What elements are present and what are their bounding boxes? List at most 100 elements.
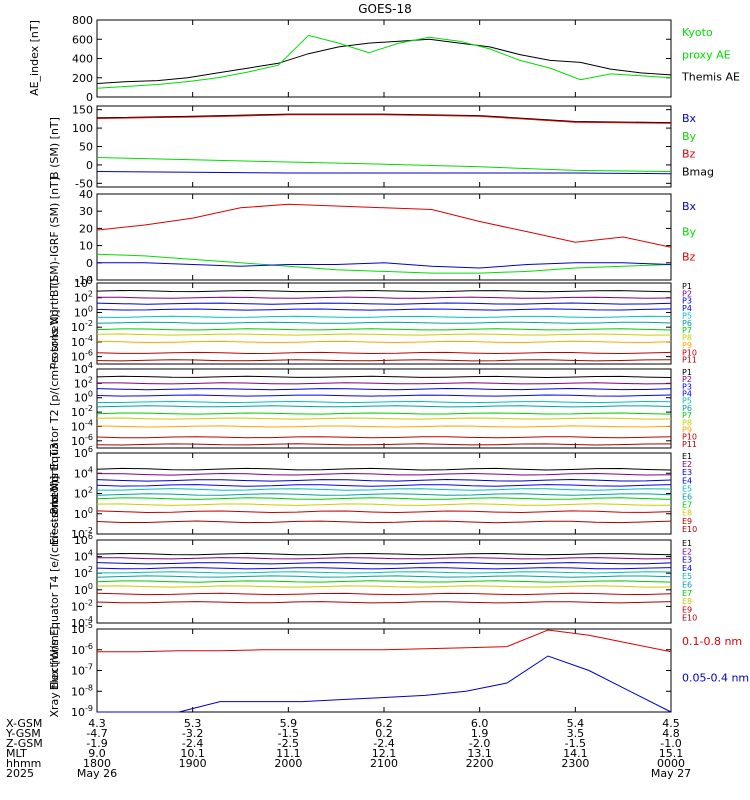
legend-entry: E9 bbox=[682, 517, 692, 526]
y-tick-label: 150 bbox=[72, 104, 93, 117]
y-tick-label: 10-7 bbox=[71, 663, 93, 678]
series-line-p9 bbox=[96, 340, 672, 344]
legend-entry: E2 bbox=[682, 547, 692, 556]
y-tick-label: 600 bbox=[72, 33, 93, 46]
legend-entry: E6 bbox=[682, 581, 692, 590]
series-line-p1 bbox=[96, 289, 672, 293]
series-line-p7 bbox=[96, 328, 672, 331]
y-tick-label: 0 bbox=[86, 91, 93, 104]
tick-exponent: -6 bbox=[85, 642, 93, 651]
y-tick-label: 10-2 bbox=[71, 598, 93, 613]
legend-entry: P6 bbox=[682, 404, 692, 413]
y-axis-label: B (SM) [nT] bbox=[48, 117, 61, 179]
row-value: 6.2 bbox=[375, 717, 393, 730]
legend-entry: Bx bbox=[682, 200, 697, 213]
row-value: 0.2 bbox=[375, 727, 393, 740]
legend-entry: P9 bbox=[682, 341, 692, 350]
chart-title: GOES-18 bbox=[358, 2, 412, 16]
tick-exponent: 2 bbox=[88, 565, 93, 574]
y-tick-label: 106 bbox=[74, 445, 93, 460]
legend-entry: 0.05-0.4 nm bbox=[682, 672, 749, 685]
legend-entry: By bbox=[682, 130, 697, 143]
legend-entry: Bmag bbox=[682, 165, 714, 178]
series-line-by bbox=[96, 157, 672, 172]
series-line-p7 bbox=[96, 412, 672, 415]
legend-entry: E1 bbox=[682, 539, 692, 548]
tick-exponent: -8 bbox=[85, 683, 93, 692]
row-value: 14.1 bbox=[563, 747, 588, 760]
tick-exponent: -2 bbox=[85, 598, 93, 607]
tick-exponent: 4 bbox=[88, 361, 93, 370]
y-tick-label: 40 bbox=[79, 188, 93, 201]
panel-frame bbox=[96, 368, 672, 449]
row-value: 1900 bbox=[179, 757, 207, 770]
legend-entry: P1 bbox=[682, 282, 692, 291]
y-tick-label: -50 bbox=[75, 177, 93, 190]
y-tick-label: 106 bbox=[74, 532, 93, 547]
legend-entry: Bx bbox=[682, 112, 697, 125]
y-tick-label: 104 bbox=[74, 275, 93, 290]
legend-entry: P9 bbox=[682, 425, 692, 434]
y-axis-label: B (SM)-IGRF (SM) [nT] bbox=[48, 177, 61, 297]
y-tick-label: 104 bbox=[74, 361, 93, 376]
legend-entry: E3 bbox=[682, 468, 692, 477]
legend-entry: P5 bbox=[682, 311, 692, 320]
y-tick-label: 102 bbox=[74, 565, 93, 580]
series-line-p3 bbox=[96, 302, 672, 305]
series-line-p8 bbox=[96, 333, 672, 336]
series-line-e7 bbox=[96, 580, 672, 583]
tick-exponent: -9 bbox=[85, 704, 93, 713]
row-value: 6.0 bbox=[471, 717, 489, 730]
row-value: 4.3 bbox=[88, 717, 106, 730]
tick-exponent: 2 bbox=[88, 290, 93, 299]
y-tick-label: 100 bbox=[74, 390, 93, 405]
series-line-p10 bbox=[96, 436, 672, 439]
tick-exponent: -2 bbox=[85, 404, 93, 413]
legend-entry: E5 bbox=[682, 572, 692, 581]
row-value: 12.1 bbox=[372, 747, 397, 760]
series-line-e5 bbox=[97, 571, 672, 574]
tick-exponent: -7 bbox=[85, 663, 93, 672]
y-tick-label: 100 bbox=[74, 304, 93, 319]
series-line-e1 bbox=[96, 552, 672, 556]
series-line-p4 bbox=[96, 308, 672, 311]
tick-exponent: -2 bbox=[85, 526, 93, 535]
legend-entry: P7 bbox=[682, 326, 692, 335]
legend-entry: P10 bbox=[682, 433, 697, 442]
row-value: 5.3 bbox=[184, 717, 202, 730]
panel-frame bbox=[96, 105, 672, 188]
legend-entry: P5 bbox=[682, 397, 692, 406]
series-line-e2 bbox=[96, 472, 672, 476]
y-tick-label: -10 bbox=[75, 274, 93, 287]
y-axis-label: Electrons Equator T4 [e/(cm²-s-sr-keV)] bbox=[48, 476, 61, 691]
legend-entry: Bz bbox=[682, 148, 696, 161]
y-tick-label: 10-2 bbox=[71, 404, 93, 419]
legend-entry: P4 bbox=[682, 390, 692, 399]
legend-entry: P11 bbox=[682, 356, 697, 365]
legend-entry: Bz bbox=[682, 251, 696, 264]
panel-ae: 0 200 400 600 800 AE_index [nT] Kyoto proxy AE T… bbox=[28, 14, 740, 104]
row-label: MLT bbox=[6, 747, 27, 760]
y-tick-label: 800 bbox=[72, 14, 93, 27]
row-value: -2.4 bbox=[373, 737, 394, 750]
y-tick-label: 30 bbox=[79, 205, 93, 218]
tick-exponent: -6 bbox=[85, 433, 93, 442]
series-line-p8 bbox=[96, 417, 672, 420]
tick-exponent: 4 bbox=[88, 275, 93, 284]
y-tick-label: 400 bbox=[72, 53, 93, 66]
legend-entry: E10 bbox=[682, 525, 697, 534]
y-tick-label: 100 bbox=[74, 506, 93, 521]
legend-entry: Themis AE bbox=[681, 71, 740, 84]
row-value: 4.5 bbox=[662, 717, 680, 730]
series-line-p4 bbox=[96, 394, 672, 397]
tick-exponent: 6 bbox=[88, 532, 93, 541]
y-axis-label: AE_index [nT] bbox=[28, 20, 41, 96]
legend-entry: proxy AE bbox=[682, 48, 731, 61]
tick-exponent: 6 bbox=[88, 445, 93, 454]
row-value: -1.9 bbox=[86, 737, 107, 750]
tick-exponent: 4 bbox=[88, 549, 93, 558]
tick-exponent: 4 bbox=[88, 465, 93, 474]
series-line-p1 bbox=[96, 375, 672, 379]
